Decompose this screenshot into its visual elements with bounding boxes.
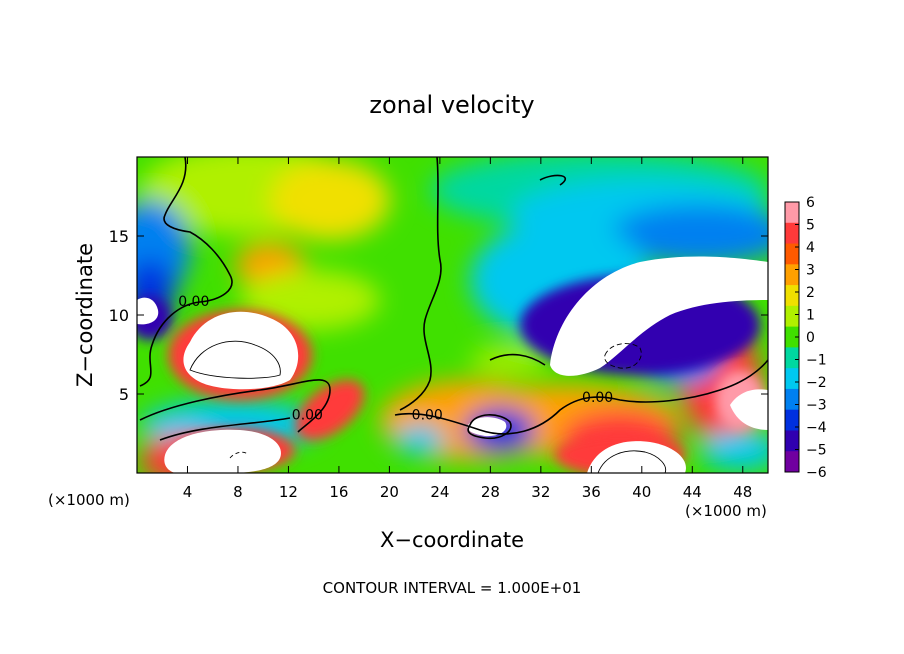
velocity-field [137, 157, 768, 473]
colorbar-label: −4 [806, 420, 827, 436]
x-unit-left: (×1000 m) [48, 491, 130, 509]
colorbar-swatch [785, 222, 799, 245]
contour-label: 0.00 [582, 390, 613, 406]
colorbar-swatch [785, 409, 799, 431]
y-tick-labels: 5 10 15 [109, 227, 129, 404]
contour-label: 0.00 [292, 408, 323, 424]
x-tick-label: 4 [183, 483, 193, 501]
x-tick-label: 16 [329, 483, 348, 501]
colorbar-label: 4 [806, 240, 815, 256]
x-tick-label: 40 [632, 483, 651, 501]
colorbar-swatch [785, 202, 799, 224]
x-tick-labels: 4 8 12 16 20 24 28 32 36 40 44 48 [183, 483, 753, 501]
colorbar-label: 5 [806, 218, 815, 234]
x-tick-label: 8 [233, 483, 243, 501]
contour-label: 0.00 [178, 294, 209, 310]
colorbar-label: 1 [806, 308, 815, 324]
colorbar-swatch [785, 451, 799, 473]
x-tick-label: 28 [481, 483, 500, 501]
colorbar-swatch [785, 430, 799, 452]
colorbar-label: −3 [806, 398, 827, 414]
colorbar-label: 0 [806, 330, 815, 346]
colorbar: 6 5 4 3 2 1 0 −1 −2 −3 −4 −5 −6 [784, 195, 827, 481]
colorbar-label: 3 [806, 263, 815, 279]
x-tick-label: 44 [683, 483, 702, 501]
colorbar-swatch [785, 305, 799, 328]
x-tick-label: 12 [279, 483, 298, 501]
colorbar-swatch [785, 368, 799, 390]
colorbar-label: −2 [806, 375, 827, 391]
colorbar-label: 2 [806, 285, 815, 301]
y-axis-label: Z−coordinate [73, 243, 97, 387]
colorbar-swatch [785, 388, 799, 411]
x-tick-label: 24 [430, 483, 449, 501]
chart-title: zonal velocity [369, 91, 534, 119]
colorbar-swatch [785, 326, 799, 348]
x-unit-right: (×1000 m) [685, 502, 767, 520]
colorbar-swatch [785, 285, 799, 307]
colorbar-swatch [785, 347, 799, 369]
x-axis-label: X−coordinate [380, 528, 524, 552]
colorbar-swatch [785, 264, 799, 286]
x-tick-label: 32 [531, 483, 550, 501]
colorbar-label: −5 [806, 443, 827, 459]
x-tick-label: 48 [733, 483, 752, 501]
tick-marks [137, 157, 768, 473]
y-tick-label: 15 [109, 227, 129, 246]
x-tick-label: 36 [582, 483, 601, 501]
contour-interval-note: CONTOUR INTERVAL = 1.000E+01 [323, 579, 582, 597]
y-tick-label: 5 [119, 385, 129, 404]
contour-labels: 0.00 0.00 0.00 0.00 [178, 294, 613, 424]
x-tick-label: 20 [380, 483, 399, 501]
contour-label: 0.00 [412, 408, 443, 424]
colorbar-label: −1 [806, 353, 827, 369]
y-tick-label: 10 [109, 306, 129, 325]
colorbar-label: −6 [806, 465, 827, 481]
colorbar-label: 6 [806, 195, 815, 211]
colorbar-swatch [785, 243, 799, 265]
